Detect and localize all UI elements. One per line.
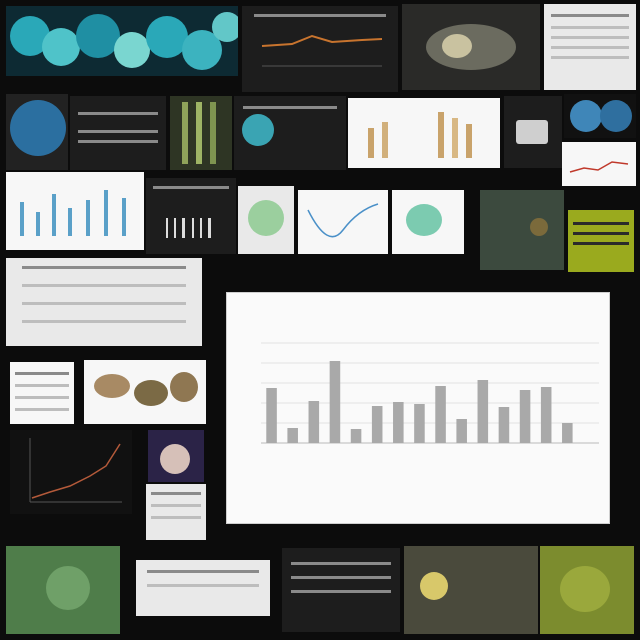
collage-tile-equipment — [136, 560, 270, 616]
warm-bars-graphic — [368, 112, 472, 158]
curve-graphic — [307, 203, 379, 238]
collage-tile-red-line-chart — [562, 142, 636, 186]
collage-tile-plant-stems — [170, 96, 232, 170]
chart-bar — [519, 390, 531, 443]
chart-bar — [562, 423, 573, 443]
collage-tile-specimen-dark — [402, 4, 540, 90]
collage-tile-orange-line-panel — [242, 6, 398, 92]
barcode-graphic — [166, 218, 211, 238]
collage-tile-diagram-illustration — [392, 190, 464, 254]
collage-tile-text-note — [10, 362, 74, 424]
collage-tile-device-photo — [504, 96, 562, 168]
chart-bar — [435, 386, 446, 443]
collage-tile-yellow-green-doc — [568, 210, 634, 272]
chart-bar — [414, 404, 425, 443]
collage-tile-line-plot-dark — [10, 430, 132, 514]
chart-bar — [393, 402, 404, 443]
collage-tile-dark-report — [70, 96, 166, 170]
red-line-graphic — [569, 161, 629, 173]
collage-tile-green-texture — [6, 546, 120, 634]
chart-bar — [477, 380, 489, 443]
chart-bar — [371, 406, 383, 443]
collage-tile-table-panel — [6, 258, 202, 346]
collage-tile-microscope-sample — [234, 96, 346, 170]
collage-tile-cyan-spheres — [6, 6, 238, 76]
chart-bar — [287, 428, 298, 443]
central-bar-chart-panel — [226, 292, 610, 524]
collage-tile-portrait — [148, 430, 204, 482]
collage-tile-map-aerial — [480, 190, 564, 270]
chart-bar — [308, 401, 320, 443]
dark-line-graphic — [29, 438, 122, 503]
collage-tile-moss — [540, 546, 634, 634]
chart-bar — [266, 388, 277, 443]
collage-tile-doc-lower — [146, 484, 206, 540]
collage-tile-blue-bar-chart — [6, 172, 144, 250]
collage-tile-document-top-right — [544, 4, 636, 90]
collage-tile-aerial-path — [404, 546, 538, 634]
collage-tile-bar-chart-warm — [348, 98, 500, 168]
collage-tile-cell-culture — [238, 186, 294, 254]
chart-bar — [456, 419, 467, 443]
collage-tile-barcode-panel — [146, 178, 236, 254]
orange-line-graphic — [261, 34, 383, 67]
collage-tile-curve-chart — [298, 190, 388, 254]
chart-bar — [498, 407, 510, 443]
collage-tile-blue-orbs — [564, 94, 636, 138]
collage-tile-blue-lens — [6, 94, 68, 170]
chart-bar — [540, 387, 552, 443]
blue-bars-graphic — [20, 190, 126, 236]
collage-tile-dark-bottom-doc — [282, 548, 400, 632]
chart-bar — [350, 429, 362, 443]
chart-bar — [329, 361, 341, 443]
bar-chart-svg — [261, 342, 599, 444]
collage-tile-leaf-specimens — [84, 360, 206, 424]
